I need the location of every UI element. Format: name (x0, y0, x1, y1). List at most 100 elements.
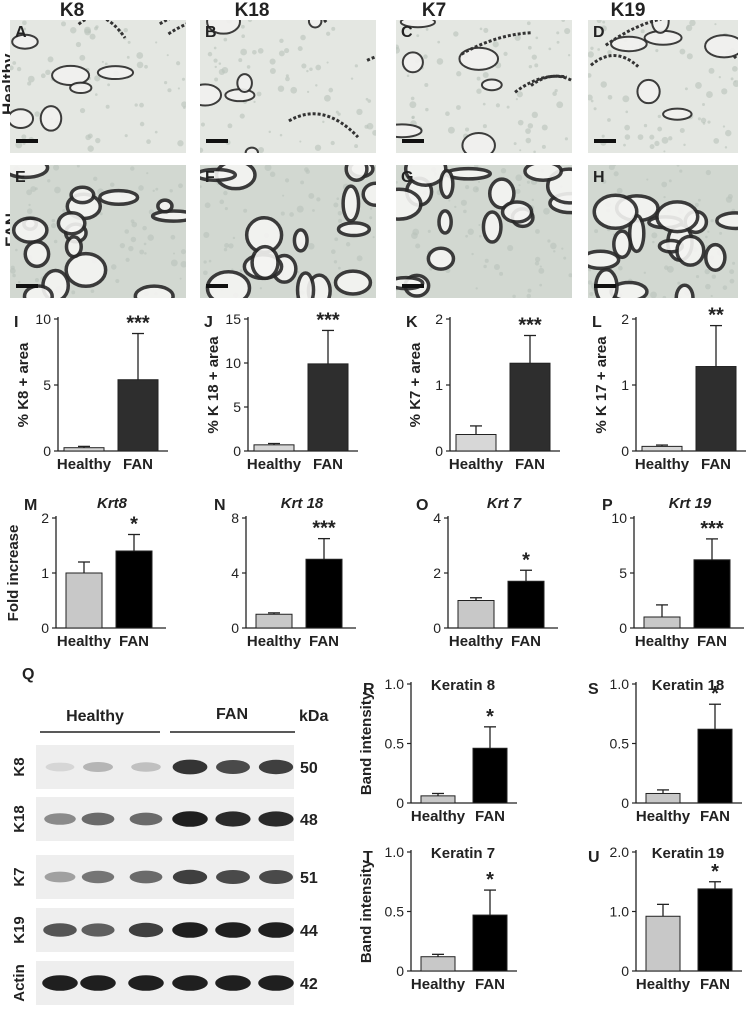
blot-band (215, 975, 251, 991)
bar-healthy (420, 795, 456, 804)
column-header-k19: K19 (610, 0, 646, 21)
x-category-fan: FAN (475, 976, 505, 993)
y-axis-label: % K 18 + area (205, 336, 222, 434)
blot-band (83, 762, 113, 772)
bar-chart-p: P Krt 19 0 5 10 *** Healthy FAN (578, 488, 750, 656)
chart-title: Keratin 8 (431, 677, 495, 694)
scale-bar (594, 284, 616, 288)
y-tick-label: 1.0 (385, 676, 405, 692)
kda-label: kDa (299, 708, 328, 725)
chart-title: Krt8 (97, 495, 128, 512)
bar-chart-m: M Krt8 Fold increase 0 1 2 * Healthy FAN (0, 488, 172, 656)
x-category-healthy: Healthy (247, 633, 302, 650)
panel-letter-l: L (592, 314, 602, 331)
bar-chart-i: I % K8 + area 0 5 10 *** Healthy FAN (0, 305, 172, 475)
bar-fan (507, 580, 545, 629)
panel-letter-e: E (15, 169, 26, 186)
panel-letter-p: P (602, 497, 613, 514)
column-header-k7: K7 (421, 0, 447, 21)
y-tick-label: 1 (435, 377, 443, 393)
significance-label: * (486, 869, 494, 891)
bar-fan (695, 366, 737, 452)
bar-healthy (255, 613, 293, 629)
x-category-fan: FAN (309, 633, 339, 650)
blot-kda-value: 44 (300, 923, 318, 940)
blot-row-label: K18 (11, 805, 28, 833)
y-tick-label: 1.0 (610, 904, 630, 920)
y-tick-label: 0 (233, 443, 241, 459)
micrograph-panel-g: G (396, 165, 572, 298)
western-blot-panel: Q Healthy FAN kDa K8 50 K18 48 K7 51 K19 44 Actin 42 (0, 655, 345, 1012)
blot-band (129, 870, 163, 884)
blot-band (258, 922, 294, 938)
y-tick-label: 2 (433, 565, 441, 581)
panel-letter-f: F (205, 169, 215, 186)
bar-chart-o: O Krt 7 0 2 4 * Healthy FAN (392, 488, 564, 656)
significance-label: *** (518, 315, 542, 337)
blot-band (258, 759, 294, 775)
significance-label: * (130, 514, 138, 536)
blot-band (258, 975, 294, 991)
y-tick-label: 2 (41, 510, 49, 526)
bar-chart-u: U Keratin 19 0 1.0 2.0 * Healthy FAN (570, 830, 745, 1008)
scale-bar (16, 139, 38, 143)
significance-label: * (522, 549, 530, 571)
panel-letter-n: N (214, 497, 226, 514)
blot-strip (36, 797, 294, 841)
bar-healthy (645, 792, 681, 804)
chart-title: Keratin 19 (652, 845, 725, 862)
blot-strip (36, 908, 294, 952)
panel-letter-k: K (406, 314, 418, 331)
blot-band (216, 870, 250, 884)
blot-row-label: Actin (11, 964, 28, 1002)
blot-band (215, 811, 251, 827)
y-axis-label: Band intensity (358, 691, 375, 795)
bar-fan (115, 550, 153, 629)
y-tick-label: 0 (396, 795, 404, 811)
significance-label: *** (126, 313, 150, 335)
y-tick-label: 8 (231, 510, 239, 526)
blot-row-label: K8 (11, 757, 28, 776)
bar-fan (472, 914, 508, 972)
significance-label: * (486, 706, 494, 728)
panel-letter-s: S (588, 681, 599, 698)
chart-title: Keratin 18 (652, 677, 725, 694)
bar-healthy (457, 600, 495, 629)
micrograph-panel-e: E (10, 165, 186, 298)
panel-letter-i: I (14, 314, 18, 331)
blot-strip (36, 855, 294, 899)
panel-letter-c: C (401, 24, 413, 41)
bar-fan (307, 363, 349, 452)
x-category-fan: FAN (700, 976, 730, 993)
y-tick-label: 2 (621, 311, 629, 327)
micrograph-panel-c: C (396, 20, 572, 153)
panel-letter-q: Q (22, 666, 34, 683)
blot-kda-value: 48 (300, 812, 318, 829)
scale-bar (594, 139, 616, 143)
y-tick-label: 0 (231, 620, 239, 636)
y-tick-label: 0 (621, 963, 629, 979)
blot-band (81, 812, 115, 826)
blot-band (172, 922, 208, 938)
blot-band (172, 759, 208, 775)
y-tick-label: 0 (433, 620, 441, 636)
panel-letter-r: R (363, 681, 375, 698)
scale-bar (16, 284, 38, 288)
panel-letter-h: H (593, 169, 605, 186)
bar-healthy (420, 956, 456, 972)
panel-letter-t: T (363, 849, 373, 866)
y-axis-label: Band intensity (358, 859, 375, 963)
y-tick-label: 0 (396, 963, 404, 979)
bar-healthy (455, 434, 497, 452)
x-category-fan: FAN (313, 456, 343, 473)
panel-letter-g: G (401, 169, 413, 186)
x-category-fan: FAN (701, 456, 731, 473)
micrograph-panel-d: D (588, 20, 738, 153)
y-tick-label: 0.5 (385, 736, 405, 752)
blot-strip (36, 961, 294, 1005)
bar-chart-s: S Keratin 18 0 0.5 1.0 * Healthy FAN (570, 662, 745, 840)
blot-band (216, 760, 250, 774)
blot-band (129, 812, 163, 826)
significance-label: * (711, 683, 719, 705)
blot-strip (36, 745, 294, 789)
